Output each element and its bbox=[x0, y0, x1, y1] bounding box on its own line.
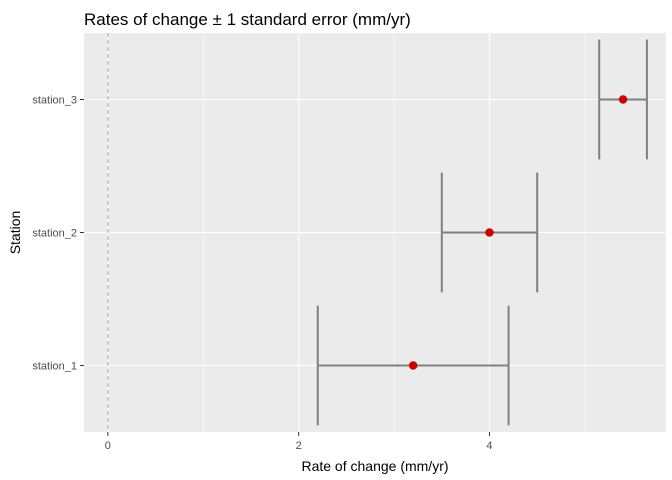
x-tick-label: 0 bbox=[105, 440, 111, 452]
x-tick-label: 4 bbox=[486, 440, 492, 452]
y-axis-title: Station bbox=[7, 211, 23, 255]
point-station_3 bbox=[618, 95, 628, 104]
point-station_1 bbox=[408, 361, 418, 370]
y-tick-label: station_3 bbox=[32, 95, 77, 107]
y-tick-label: station_2 bbox=[32, 228, 77, 240]
y-tick-label: station_1 bbox=[32, 361, 77, 373]
x-tick-label: 2 bbox=[296, 440, 302, 452]
y-axis: station_1 station_2 station_3 bbox=[32, 95, 84, 373]
x-axis: 0 2 4 bbox=[105, 432, 493, 452]
x-axis-title: Rate of change (mm/yr) bbox=[301, 458, 448, 474]
points bbox=[408, 95, 628, 370]
chart-title: Rates of change ± 1 standard error (mm/y… bbox=[84, 10, 411, 29]
point-station_2 bbox=[485, 228, 494, 237]
